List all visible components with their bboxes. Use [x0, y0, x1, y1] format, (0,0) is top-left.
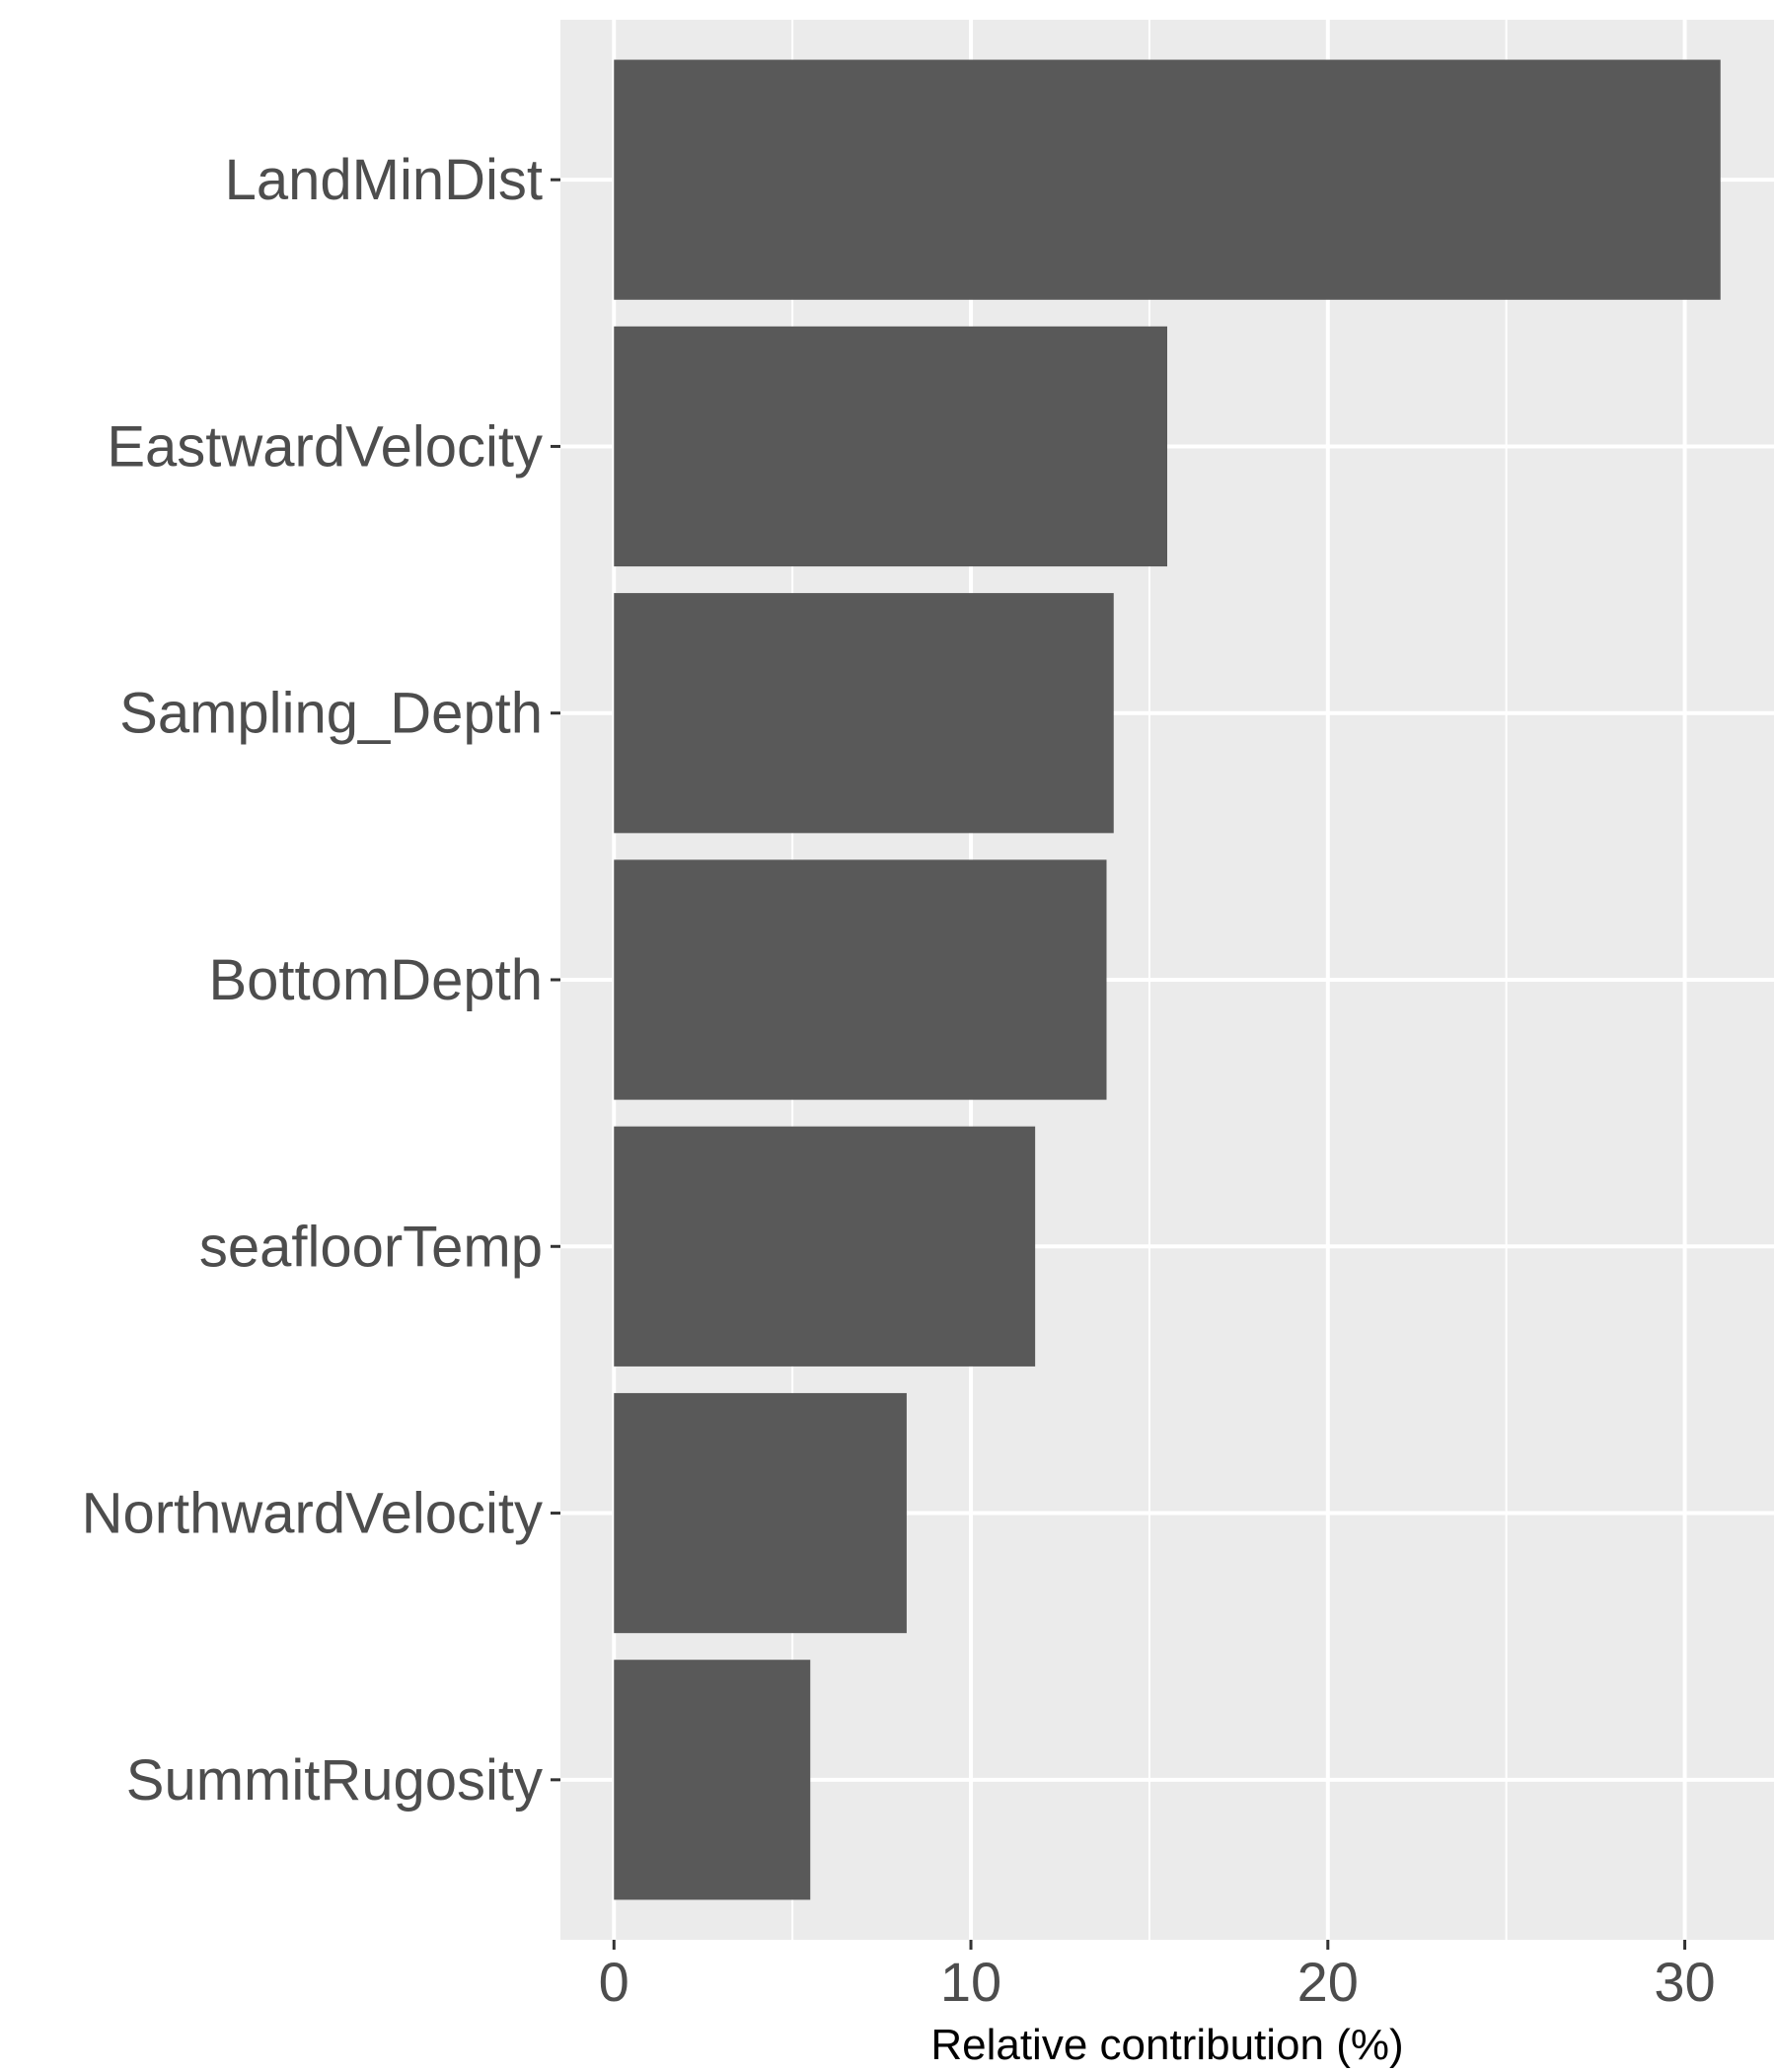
x-tick-label: 0: [599, 1951, 629, 2013]
bar-Sampling_Depth: [614, 593, 1114, 834]
x-axis: 0 10 20 30: [599, 1940, 1716, 2013]
x-axis-title: Relative contribution (%): [930, 2021, 1403, 2069]
bar-LandMinDist: [614, 59, 1721, 300]
y-tick-label: seafloorTemp: [199, 1215, 543, 1279]
x-tick-label: 30: [1654, 1951, 1715, 2013]
y-tick-label: EastwardVelocity: [107, 414, 543, 479]
bars: [614, 59, 1721, 1900]
y-tick-label: NorthwardVelocity: [82, 1482, 543, 1546]
y-tick-label: SummitRugosity: [126, 1748, 543, 1813]
bar-NorthwardVelocity: [614, 1392, 907, 1634]
y-tick-label: LandMinDist: [225, 148, 543, 212]
bar-SummitRugosity: [614, 1660, 811, 1900]
bar-BottomDepth: [614, 859, 1107, 1100]
bar-EastwardVelocity: [614, 326, 1167, 567]
x-tick-label: 10: [940, 1951, 1001, 2013]
y-tick-label: BottomDepth: [208, 948, 543, 1012]
y-axis: LandMinDist EastwardVelocity Sampling_Dept…: [82, 148, 560, 1813]
x-tick-label: 20: [1297, 1951, 1359, 2013]
y-tick-label: Sampling_Depth: [119, 682, 543, 746]
bar-seafloorTemp: [614, 1126, 1036, 1367]
